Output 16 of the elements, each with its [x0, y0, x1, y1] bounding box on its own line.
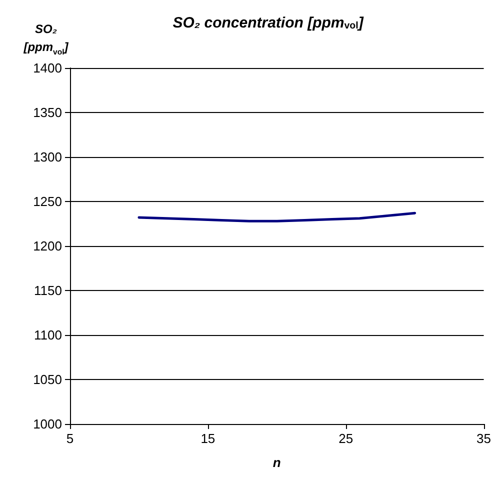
- x-tick-label: 15: [200, 431, 216, 446]
- chart-title: SO₂ concentration [ppmvol]: [172, 14, 364, 32]
- y-tick-label: 1400: [33, 60, 62, 76]
- x-axis-title: n: [272, 455, 281, 470]
- x-tick-label: 25: [338, 431, 354, 446]
- y-tick-label: 1150: [34, 283, 62, 298]
- y-tick-label: 1000: [33, 416, 62, 432]
- y-tick-label: 1050: [33, 372, 62, 387]
- y-tick-label: 1200: [33, 238, 62, 254]
- y-tick-label: 1300: [33, 150, 62, 164]
- y-tick-label: 1250: [33, 194, 62, 209]
- x-tick-label: 35: [476, 431, 492, 446]
- line-series: [138, 212, 416, 222]
- x-tick-label: 5: [66, 431, 74, 446]
- y-tick-label: 1350: [33, 105, 62, 120]
- y-tick-label: 1100: [34, 328, 62, 342]
